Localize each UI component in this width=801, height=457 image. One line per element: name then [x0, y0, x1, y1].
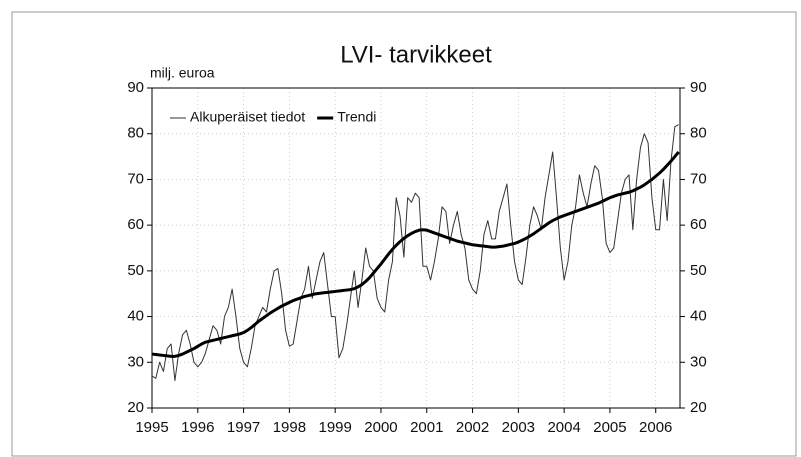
y2-tick-label: 30: [690, 353, 707, 370]
x-tick-label: 2005: [593, 419, 626, 436]
x-tick-label: 1997: [227, 419, 260, 436]
y-tick-label: 90: [127, 79, 144, 96]
legend-label: Alkuperäiset tiedot: [190, 109, 305, 125]
x-tick-label: 1998: [273, 419, 306, 436]
x-tick-label: 1996: [181, 419, 214, 436]
y-tick-label: 60: [127, 216, 144, 233]
chart-title: LVI- tarvikkeet: [340, 41, 492, 68]
y-tick-label: 40: [127, 308, 144, 325]
x-tick-label: 1999: [318, 419, 351, 436]
x-tick-label: 2002: [456, 419, 489, 436]
x-tick-label: 1995: [135, 419, 168, 436]
y-axis-label: milj. euroa: [150, 65, 215, 81]
y2-tick-label: 60: [690, 216, 707, 233]
y-tick-label: 80: [127, 125, 144, 142]
y2-tick-label: 70: [690, 170, 707, 187]
x-tick-label: 2004: [547, 419, 580, 436]
x-tick-label: 2003: [502, 419, 535, 436]
y2-tick-label: 80: [690, 125, 707, 142]
y-tick-label: 70: [127, 170, 144, 187]
x-tick-label: 2001: [410, 419, 443, 436]
x-tick-label: 2006: [639, 419, 672, 436]
frame: [11, 11, 797, 457]
legend-label: Trendi: [337, 109, 376, 125]
y-tick-label: 20: [127, 399, 144, 416]
plot-area: [151, 87, 681, 409]
y-tick-label: 50: [127, 262, 144, 279]
y2-tick-label: 50: [690, 262, 707, 279]
y2-tick-label: 90: [690, 79, 707, 96]
y2-tick-label: 20: [690, 399, 707, 416]
series-line: [151, 151, 680, 358]
y2-tick-label: 40: [690, 308, 707, 325]
series-line: [151, 124, 679, 382]
x-tick-label: 2000: [364, 419, 397, 436]
y-tick-label: 30: [127, 353, 144, 370]
